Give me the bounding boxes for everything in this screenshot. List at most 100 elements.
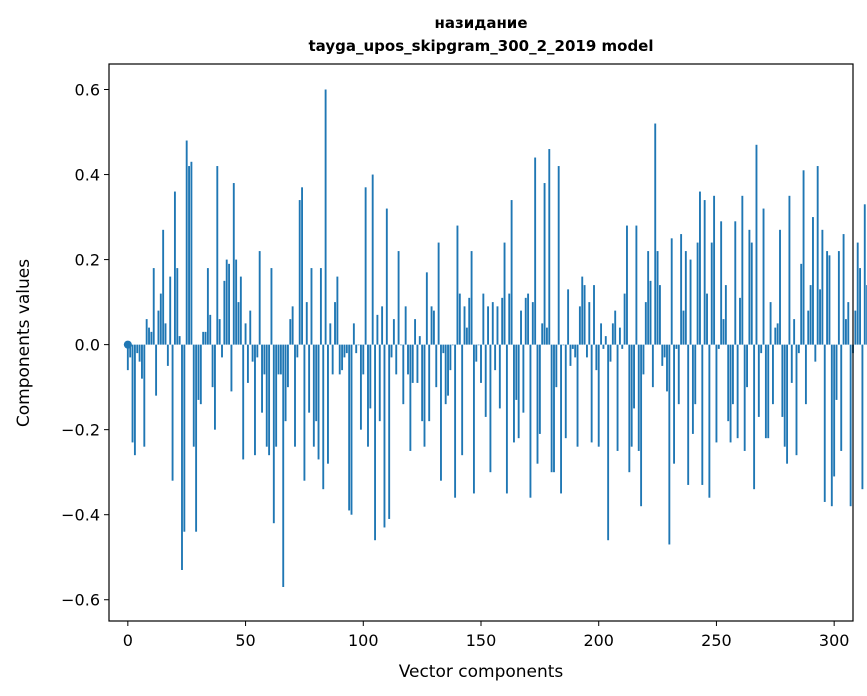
x-tick-label-0: 0: [123, 631, 133, 650]
bar-14: [159, 293, 162, 345]
bar-222: [649, 280, 652, 345]
bar-259: [736, 344, 739, 439]
bar-220: [644, 302, 647, 345]
bar-252: [720, 221, 723, 345]
bar-284: [795, 344, 798, 456]
bar-61: [270, 268, 273, 345]
bar-111: [388, 344, 391, 519]
bar-25: [185, 140, 188, 345]
bar-15: [162, 229, 165, 345]
bar-62: [272, 344, 275, 524]
bar-142: [461, 344, 464, 456]
bar-247: [708, 344, 711, 498]
bar-160: [503, 242, 506, 345]
bar-153: [487, 306, 489, 345]
bar-265: [750, 242, 753, 345]
bar-253: [722, 319, 725, 345]
bar-55: [256, 344, 259, 358]
bar-121: [411, 344, 414, 383]
bar-44: [230, 344, 233, 392]
bar-6: [141, 344, 143, 379]
bar-194: [583, 285, 586, 345]
bar-186: [564, 344, 567, 439]
y-tick-label-4: 0.2: [75, 251, 100, 270]
bar-43: [228, 263, 231, 345]
x-tick-label-300: 300: [819, 631, 850, 650]
bar-300: [833, 344, 836, 477]
bar-119: [407, 344, 409, 375]
bar-293: [816, 166, 819, 345]
bar-141: [458, 293, 461, 345]
bar-84: [324, 89, 327, 345]
bar-72: [296, 344, 299, 358]
bar-197: [590, 344, 593, 443]
bar-135: [444, 344, 447, 405]
x-tick-label-100: 100: [348, 631, 379, 650]
bar-240: [691, 344, 694, 434]
bar-63: [275, 344, 278, 447]
bar-306: [847, 302, 850, 345]
bar-181: [553, 344, 555, 473]
bar-168: [522, 344, 525, 413]
bar-12: [155, 344, 158, 396]
bar-258: [734, 221, 737, 345]
bar-91: [341, 344, 344, 371]
bar-95: [350, 344, 353, 515]
bar-106: [376, 314, 379, 345]
bar-234: [677, 344, 680, 405]
bar-295: [821, 229, 824, 345]
bar-9: [148, 327, 150, 345]
bar-289: [807, 310, 810, 345]
bar-47: [237, 302, 240, 345]
bar-87: [331, 344, 334, 375]
bar-216: [635, 225, 638, 345]
bar-18: [169, 276, 172, 345]
bar-205: [609, 344, 612, 362]
bar-238: [687, 344, 690, 485]
bar-28: [192, 344, 195, 447]
bar-254: [724, 285, 727, 345]
bar-179: [548, 149, 551, 345]
bar-86: [329, 323, 332, 345]
bar-268: [757, 344, 760, 417]
bar-307: [849, 344, 852, 507]
bar-126: [423, 344, 426, 447]
bar-145: [468, 297, 471, 345]
bar-244: [701, 344, 704, 485]
bar-40: [221, 344, 223, 358]
bar-102: [367, 344, 369, 447]
bar-1: [129, 344, 132, 358]
bar-128: [428, 344, 431, 422]
bar-217: [637, 344, 640, 451]
bar-70: [291, 306, 294, 345]
bar-17: [166, 344, 169, 366]
bar-99: [359, 344, 362, 430]
bar-5: [138, 344, 141, 362]
y-tick-label-0: −0.6: [61, 591, 100, 610]
x-tick-label-250: 250: [701, 631, 732, 650]
bar-285: [797, 344, 800, 354]
bar-2: [131, 344, 134, 443]
bar-105: [374, 344, 376, 541]
bar-82: [319, 268, 322, 345]
bar-50: [244, 323, 247, 345]
bar-34: [206, 268, 209, 345]
bar-56: [258, 251, 261, 345]
bar-42: [225, 259, 228, 345]
bar-3: [133, 344, 136, 456]
bar-229: [666, 344, 668, 392]
bar-60: [268, 344, 271, 456]
bar-290: [809, 285, 812, 345]
bar-20: [173, 191, 176, 345]
y-tick-label-3: 0.0: [75, 336, 100, 355]
bar-277: [779, 229, 781, 345]
bar-58: [263, 344, 266, 375]
bar-266: [753, 344, 756, 490]
bar-288: [804, 344, 807, 405]
bar-39: [218, 319, 221, 345]
bar-214: [630, 344, 633, 447]
bar-149: [477, 344, 480, 346]
bar-225: [656, 251, 659, 345]
bar-147: [472, 344, 475, 494]
bar-139: [454, 344, 457, 498]
